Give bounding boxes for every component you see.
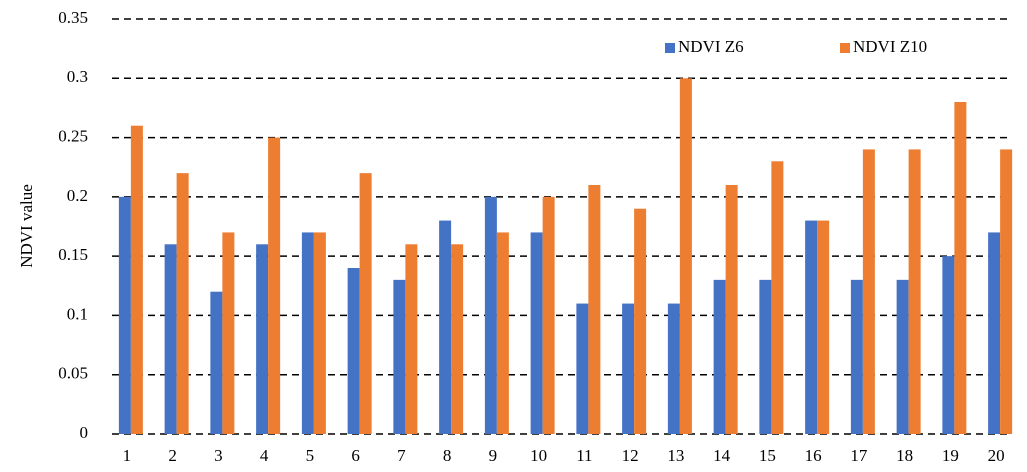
bar [451, 244, 464, 434]
bar [1000, 149, 1013, 434]
y-axis-label: NDVI value [17, 184, 36, 268]
bar [359, 173, 372, 434]
x-tick-label: 16 [805, 446, 822, 465]
bar [118, 196, 131, 434]
x-tick-label: 15 [759, 446, 776, 465]
bar [850, 279, 863, 434]
bar [805, 220, 818, 434]
bar [942, 256, 955, 434]
x-tick-label: 1 [123, 446, 132, 465]
legend-swatch [840, 43, 850, 53]
bar [256, 244, 269, 434]
bar [954, 102, 967, 434]
bar [405, 244, 418, 434]
x-tick-label: 7 [397, 446, 406, 465]
bar [222, 232, 235, 434]
bar [542, 196, 555, 434]
bar [439, 220, 452, 434]
bar [896, 279, 909, 434]
x-tick-label: 13 [667, 446, 684, 465]
x-tick-label: 20 [988, 446, 1005, 465]
bar [988, 232, 1001, 434]
x-tick-label: 5 [306, 446, 315, 465]
x-tick-label: 10 [530, 446, 547, 465]
bar [576, 303, 589, 434]
y-tick-label: 0.35 [58, 8, 88, 27]
bar [210, 291, 223, 434]
x-tick-label: 9 [489, 446, 498, 465]
bar [130, 125, 143, 434]
legend-label: NDVI Z6 [678, 37, 744, 56]
legend-label: NDVI Z10 [853, 37, 927, 56]
x-tick-label: 18 [896, 446, 913, 465]
bar [530, 232, 543, 434]
y-tick-label: 0.05 [58, 364, 88, 383]
bar [725, 185, 738, 434]
y-tick-label: 0.15 [58, 245, 88, 264]
bar [634, 208, 647, 434]
bar [667, 303, 680, 434]
x-tick-label: 19 [942, 446, 959, 465]
bar [908, 149, 921, 434]
bar [713, 279, 726, 434]
x-tick-label: 6 [351, 446, 360, 465]
bar [679, 78, 692, 435]
x-tick-label: 4 [260, 446, 269, 465]
bar [393, 279, 406, 434]
bar [759, 279, 772, 434]
bar [347, 268, 360, 434]
bar [301, 232, 314, 434]
legend-swatch [665, 43, 675, 53]
x-tick-label: 3 [214, 446, 223, 465]
bar [862, 149, 875, 434]
x-tick-label: 14 [713, 446, 731, 465]
bar [496, 232, 509, 434]
bar [313, 232, 326, 434]
x-tick-label: 12 [622, 446, 639, 465]
y-tick-label: 0.1 [67, 304, 88, 323]
bar [484, 196, 497, 434]
bar [164, 244, 177, 434]
bar [622, 303, 635, 434]
y-tick-label: 0 [80, 423, 89, 442]
bar [588, 185, 601, 434]
y-tick-label: 0.25 [58, 126, 88, 145]
bar [771, 161, 784, 435]
x-tick-label: 17 [850, 446, 868, 465]
bar [176, 173, 189, 434]
y-tick-label: 0.3 [67, 67, 88, 86]
x-tick-label: 8 [443, 446, 452, 465]
x-tick-label: 11 [576, 446, 592, 465]
y-tick-label: 0.2 [67, 186, 88, 205]
bar [268, 137, 281, 435]
bar [817, 220, 830, 434]
x-tick-label: 2 [168, 446, 177, 465]
